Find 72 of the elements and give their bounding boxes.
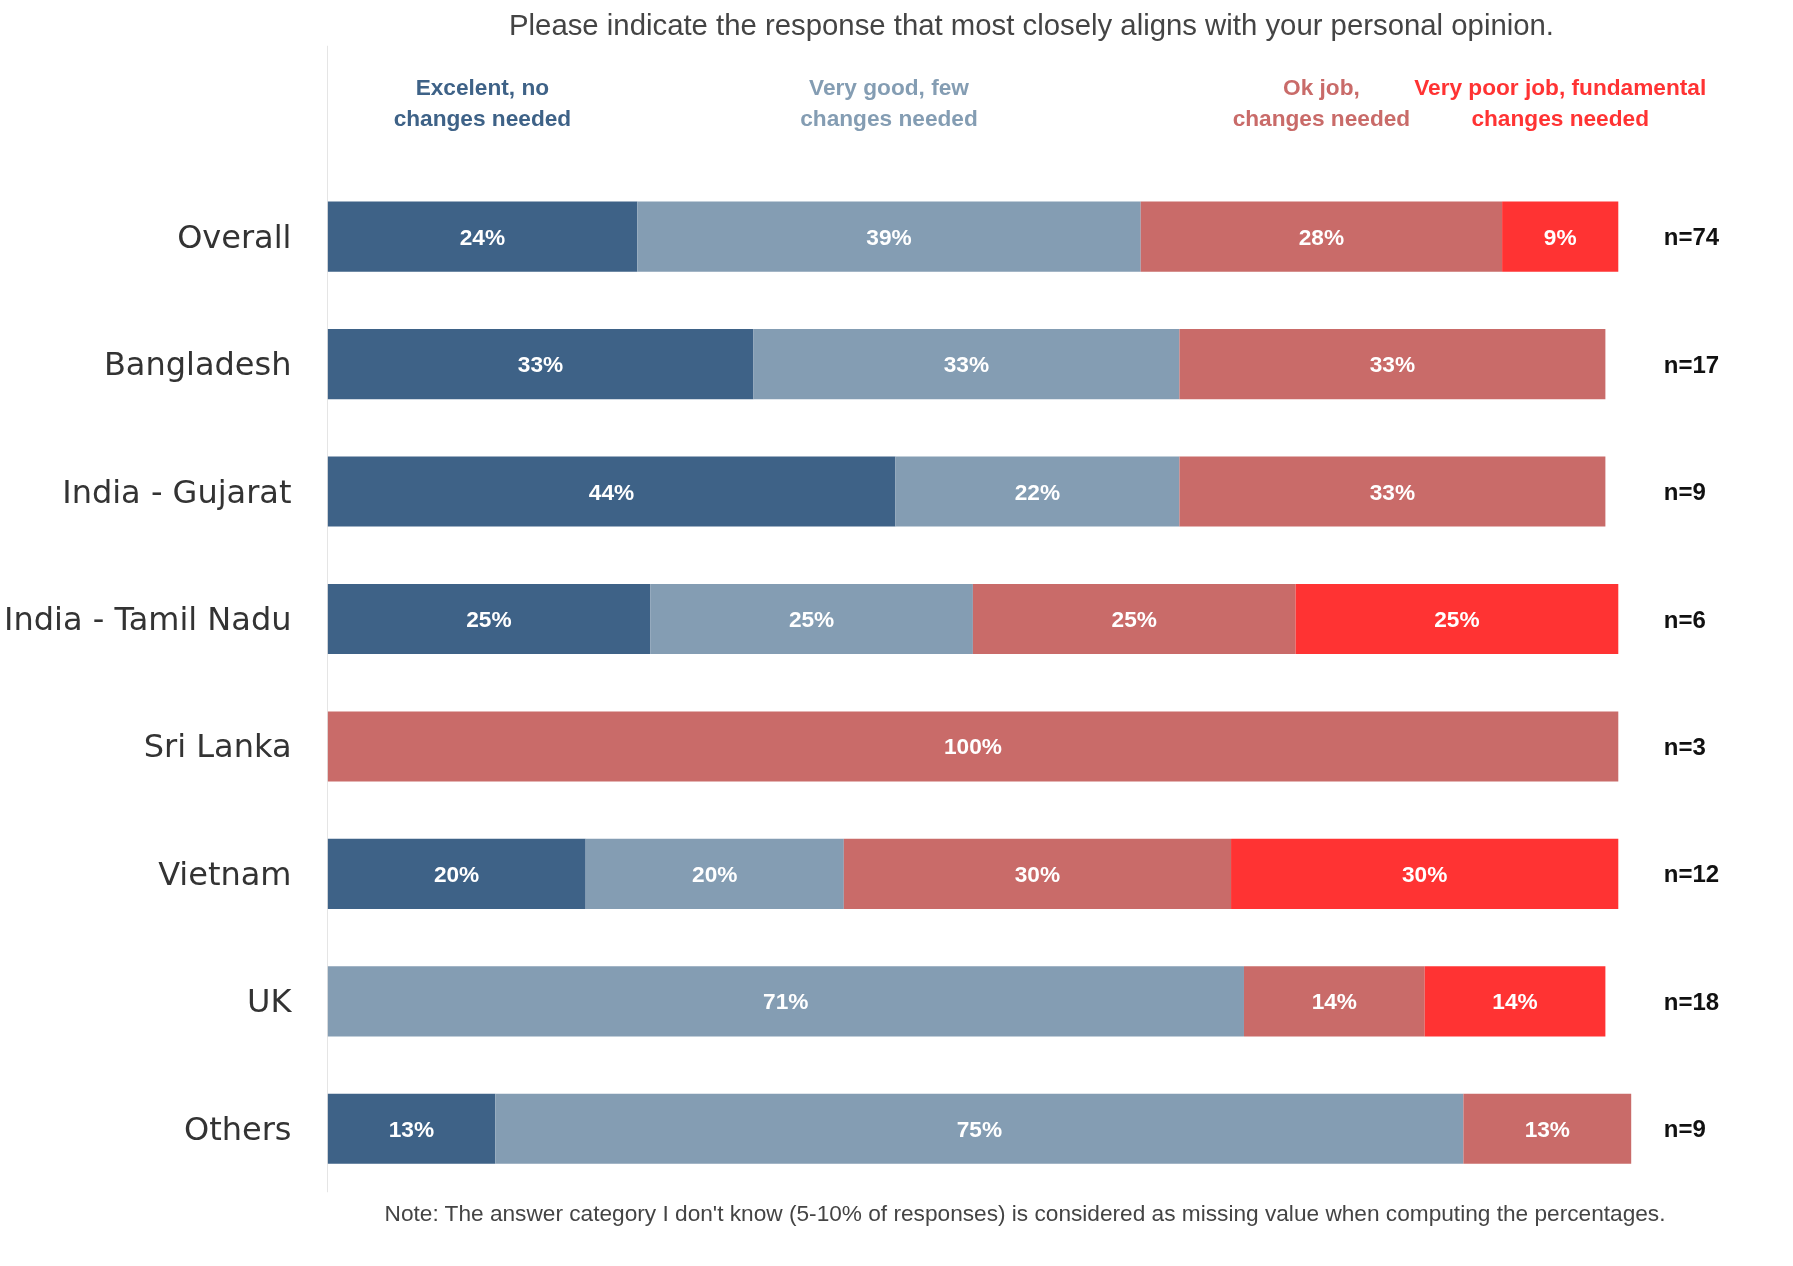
data-label: 39%: [866, 223, 912, 250]
y-tick-label: Overall: [177, 217, 292, 256]
bar: [327, 966, 1244, 1037]
bar: [1424, 966, 1606, 1037]
y-tick-label: UK: [247, 982, 293, 1021]
data-label: 25%: [1111, 606, 1157, 632]
data-label: 33%: [1369, 478, 1416, 505]
data-label: 13%: [388, 1115, 435, 1142]
data-label: 22%: [1014, 478, 1061, 505]
text: n=9: [1663, 478, 1706, 506]
data-label: 30%: [1402, 860, 1448, 887]
y-tick-label: Bangladesh: [103, 345, 292, 384]
chart-title: Please indicate the response that most closely aligns with your personal opinion.: [509, 7, 1555, 41]
text: n=9: [1663, 1115, 1706, 1143]
data-label: 20%: [692, 860, 738, 887]
bar: [327, 838, 586, 909]
data-label: 71%: [763, 988, 809, 1015]
bar: [1231, 838, 1619, 909]
text: Very good, few changes needed: [800, 74, 978, 132]
bar: [1295, 583, 1619, 655]
bar: [327, 329, 754, 400]
bar: [1140, 201, 1503, 272]
data-label: 14%: [1492, 988, 1538, 1015]
bar: [972, 583, 1296, 655]
bar: [585, 838, 844, 909]
bar: [650, 583, 973, 655]
y-tick-label: Sri Lanka: [143, 727, 292, 766]
data-label: 100%: [943, 733, 1002, 760]
bar: [1179, 456, 1606, 527]
text: n=74: [1663, 223, 1720, 251]
bar: [1243, 966, 1425, 1037]
bar: [327, 583, 651, 655]
bar: [753, 329, 1180, 400]
data-label: 28%: [1298, 223, 1345, 250]
y-tick-label: Others: [183, 1109, 292, 1148]
bar: [327, 711, 1619, 782]
bar: [327, 1093, 496, 1164]
data-label: 33%: [1369, 351, 1416, 378]
bar: [1463, 1093, 1632, 1164]
text: Excelent, no changes needed: [393, 74, 572, 132]
data-label: 44%: [588, 478, 635, 505]
text: n=12: [1663, 860, 1720, 888]
data-label: 24%: [459, 223, 506, 250]
bar: [843, 838, 1232, 909]
data-label: 25%: [466, 606, 512, 632]
y-tick-label: Vietnam: [158, 854, 292, 893]
data-label: 14%: [1311, 988, 1358, 1015]
text: Note: The answer category I don't know (5-10% of responses) is considered as missing value when computing the percentages.: [384, 1199, 1666, 1226]
y-tick-label: India - Gujarat: [62, 472, 292, 511]
data-label: 30%: [1014, 860, 1061, 887]
data-label: 33%: [517, 351, 564, 378]
data-label: 33%: [943, 351, 990, 378]
bar: [1502, 201, 1619, 272]
text: n=18: [1663, 987, 1720, 1015]
bar: [1179, 329, 1606, 400]
bar: [327, 201, 638, 272]
data-label: 20%: [433, 860, 480, 887]
data-label: 25%: [788, 606, 835, 632]
data-label: 75%: [956, 1115, 1003, 1142]
bar: [495, 1093, 1464, 1164]
data-label: 25%: [1434, 606, 1480, 632]
text: n=3: [1663, 732, 1706, 760]
bar: [327, 456, 896, 527]
bar: [895, 456, 1180, 527]
bar: [637, 201, 1141, 272]
text: Very poor job, fundamental changes needed: [1414, 74, 1707, 132]
text: Ok job, changes needed: [1232, 74, 1411, 132]
data-label: 13%: [1524, 1115, 1570, 1142]
data-label: 9%: [1543, 223, 1577, 250]
y-tick-label: India - Tamil Nadu: [3, 600, 292, 638]
text: n=6: [1663, 605, 1706, 633]
text: n=17: [1663, 350, 1720, 378]
